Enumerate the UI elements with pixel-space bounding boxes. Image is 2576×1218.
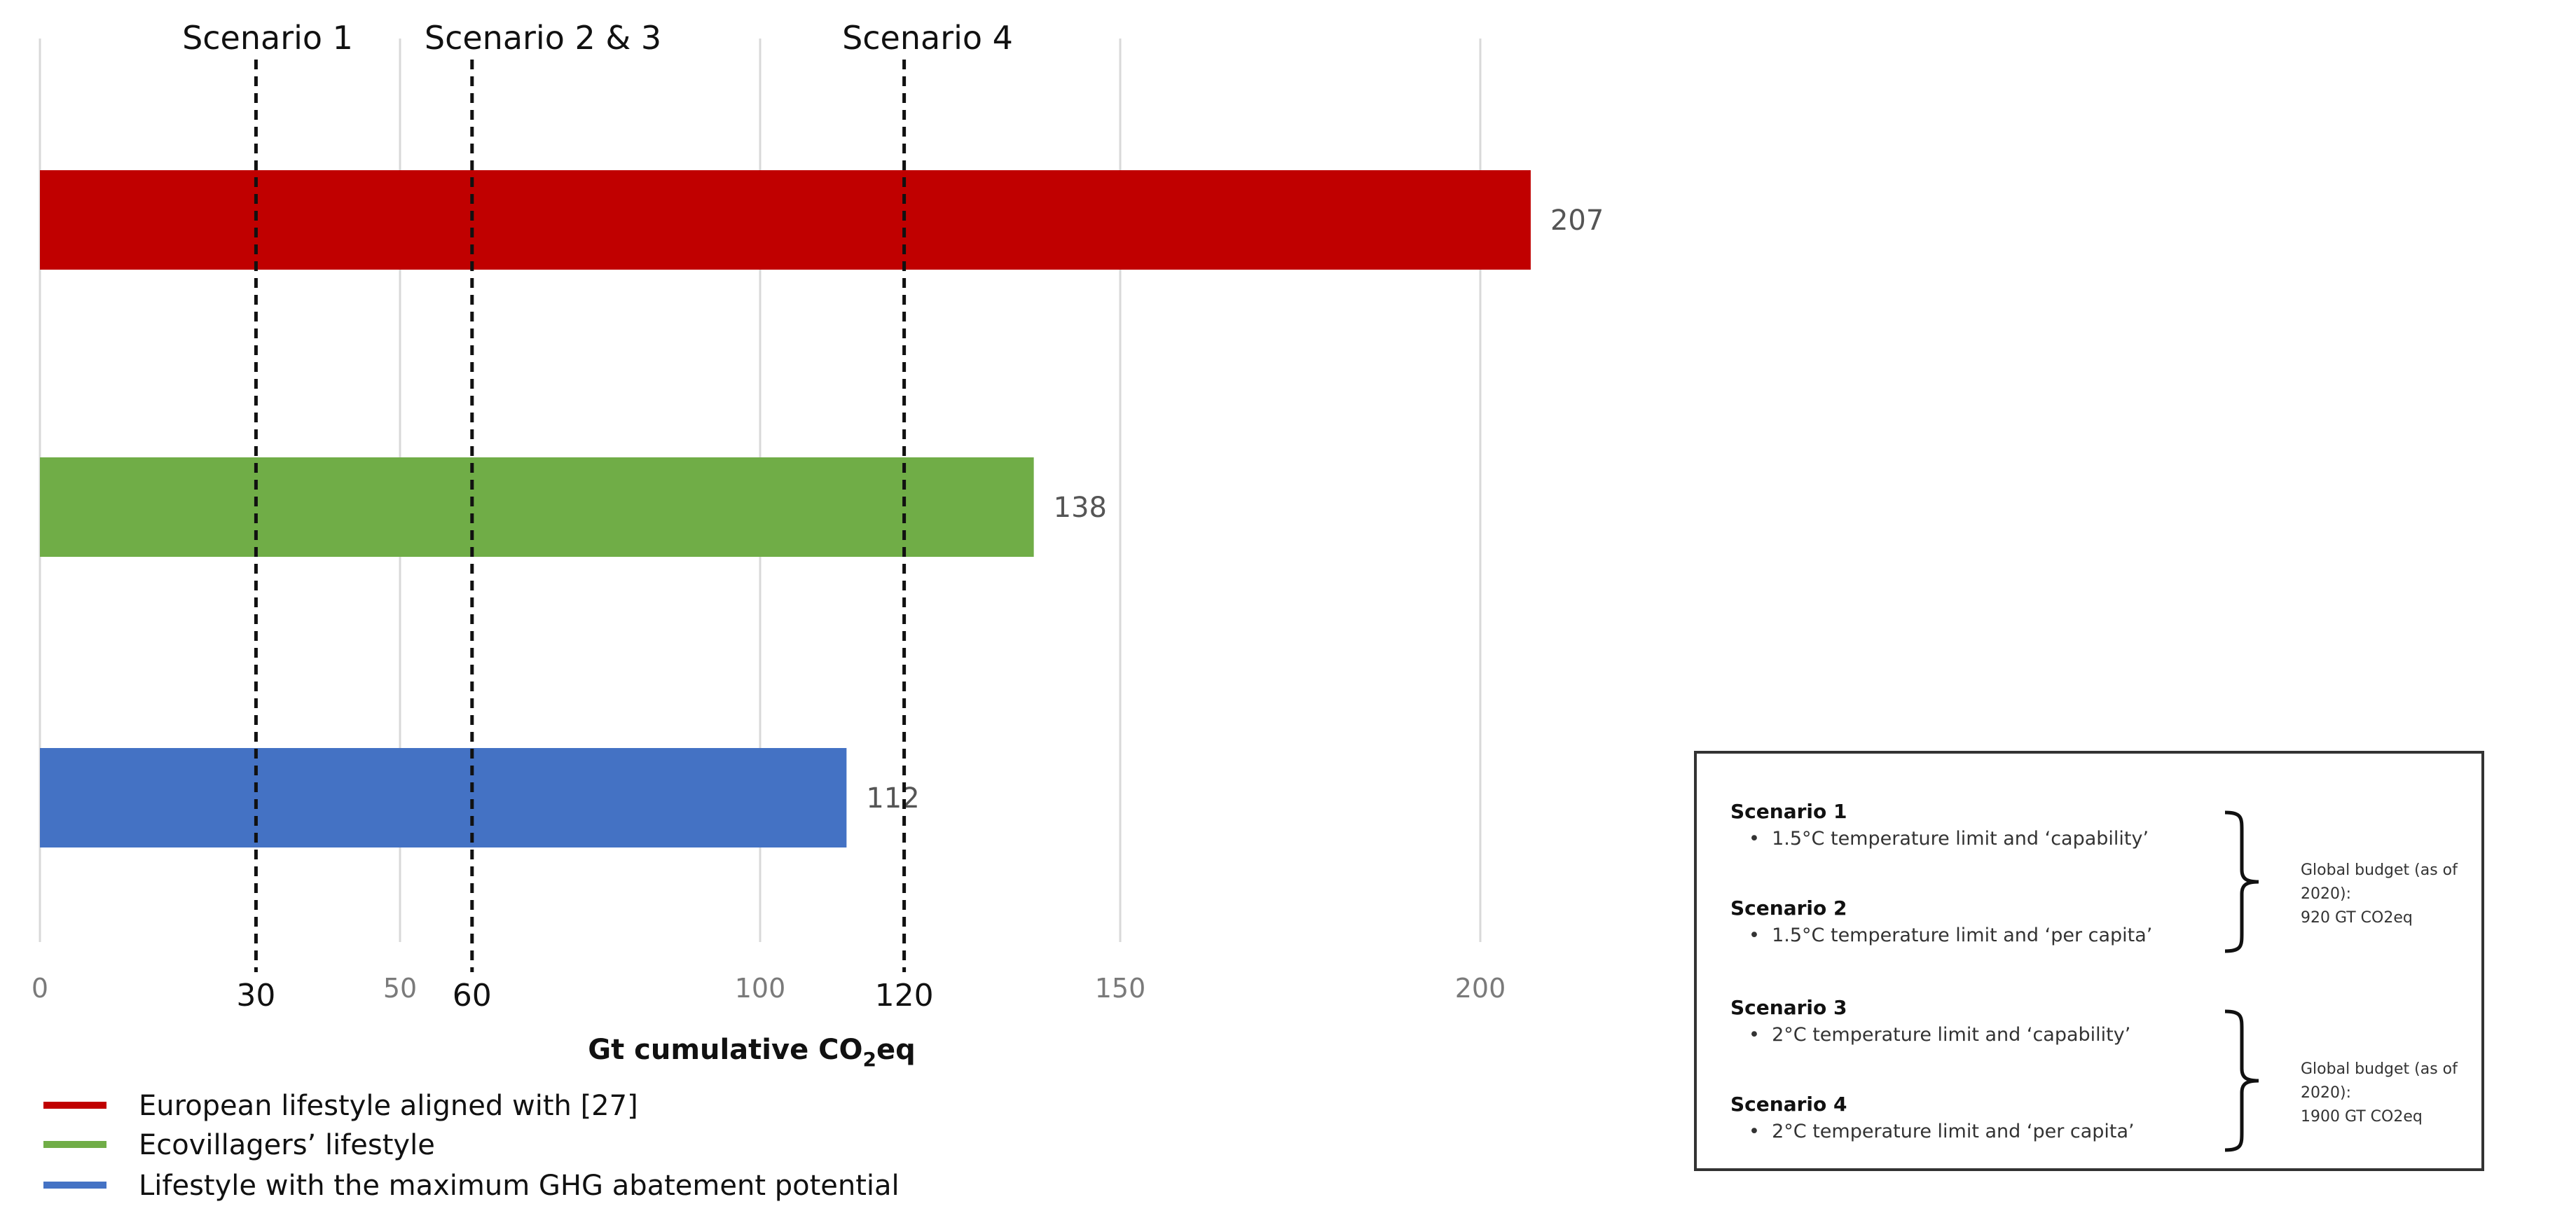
x-tick-label: 50 (383, 973, 417, 1004)
reference-value-label: 120 (875, 978, 934, 1013)
scenario-description: • 1.5°C temperature limit and ‘capabilit… (1749, 828, 2149, 850)
curly-brace-icon (2224, 810, 2259, 953)
reference-line-label: Scenario 4 (842, 19, 1013, 57)
bar-value-label: 207 (1550, 205, 1604, 237)
x-tick-label: 100 (735, 973, 786, 1004)
x-tick-label: 0 (32, 973, 48, 1004)
bullet-icon: • (1749, 1121, 1760, 1142)
x-tick-label: 200 (1455, 973, 1506, 1004)
bullet-icon: • (1749, 828, 1760, 850)
scenario-title: Scenario 3 (1730, 996, 1847, 1019)
legend-label: Ecovillagers’ lifestyle (139, 1129, 435, 1161)
reference-value-label: 60 (453, 978, 492, 1013)
scenario-description: • 2°C temperature limit and ‘per capita’ (1749, 1121, 2135, 1142)
bullet-icon: • (1749, 1024, 1760, 1046)
curly-brace-icon (2224, 1009, 2259, 1152)
bar (40, 457, 1034, 557)
bar-value-label: 112 (866, 782, 919, 815)
bar (40, 170, 1531, 270)
scenario-title: Scenario 2 (1730, 897, 1847, 920)
legend: European lifestyle aligned with [27] Ecov… (43, 1090, 900, 1202)
scenario-description: • 1.5°C temperature limit and ‘per capit… (1749, 925, 2153, 946)
bullet-icon: • (1749, 925, 1760, 946)
scenario-description: • 2°C temperature limit and ‘capability’ (1749, 1024, 2131, 1046)
scenario-title: Scenario 4 (1730, 1093, 1847, 1116)
bar (40, 748, 847, 847)
reference-line-label: Scenario 1 (182, 19, 353, 57)
reference-value-label: 30 (236, 978, 275, 1013)
legend-label: Lifestyle with the maximum GHG abatement… (139, 1170, 900, 1202)
scenario-info-box: Scenario 1 • 1.5°C temperature limit and… (1694, 751, 2484, 1171)
scenario-title: Scenario 1 (1730, 800, 1847, 823)
bars: 207 138 112 (40, 170, 1604, 847)
legend-label: European lifestyle aligned with [27] (139, 1090, 638, 1122)
reference-lines: Scenario 1 30 Scenario 2 & 3 60 Scenario 4 12… (182, 19, 1013, 1013)
budget-note: Global budget (as of 2020): 920 GT CO2eq (2301, 861, 2458, 927)
budget-note: Global budget (as of 2020): 1900 GT CO2eq (2301, 1060, 2458, 1126)
x-tick-label: 150 (1095, 973, 1146, 1004)
x-axis-ticks: 0 50 100 150 200 (32, 973, 1506, 1004)
bar-value-label: 138 (1054, 492, 1107, 524)
reference-line-label: Scenario 2 & 3 (425, 19, 661, 57)
x-axis-title: Gt cumulative CO2eq (588, 1034, 916, 1071)
